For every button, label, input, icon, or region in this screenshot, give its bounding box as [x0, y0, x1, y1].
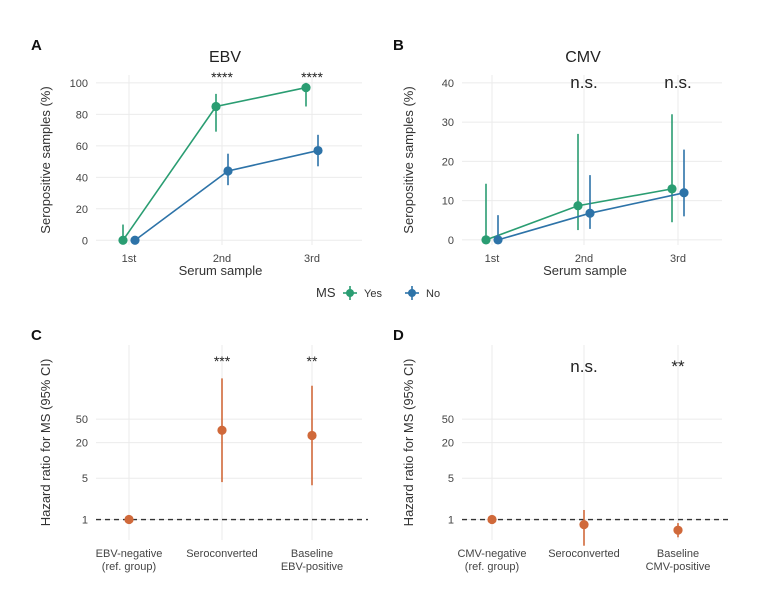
x-tick-label-c-0-line0: EBV-negative	[96, 548, 163, 560]
data-point-c-1	[217, 425, 227, 435]
panel-title-b: CMV	[565, 49, 601, 66]
significance-label-a-2: ****	[301, 69, 323, 85]
y-tick-label-c-2: 20	[76, 438, 88, 450]
x-axis-label-a: Serum sample	[179, 263, 263, 278]
significance-label-a-1: ****	[211, 69, 233, 85]
y-tick-label-c-3: 50	[76, 414, 88, 426]
data-point-a-no-2	[313, 145, 323, 156]
y-tick-label-a-4: 80	[76, 109, 88, 121]
y-axis-label-a: Seropositive samples (%)	[38, 86, 53, 233]
legend-marker-no	[408, 289, 416, 297]
y-tick-label-a-3: 60	[76, 141, 88, 153]
legend-title: MS	[316, 285, 336, 300]
x-tick-label-a-2: 3rd	[304, 253, 320, 265]
x-tick-label-a-0: 1st	[122, 253, 137, 265]
y-tick-label-b-1: 10	[442, 196, 454, 208]
data-point-a-yes-0	[118, 235, 128, 245]
legend-label-no: No	[426, 288, 440, 300]
series-line-b-yes	[485, 188, 673, 241]
panel-letter-a: A	[31, 37, 42, 54]
y-tick-label-b-2: 20	[442, 156, 454, 168]
data-point-a-no-0	[130, 235, 140, 245]
data-point-c-0	[124, 514, 134, 525]
x-tick-label-c-2-line0: Baseline	[291, 548, 333, 560]
data-point-b-yes-2	[667, 184, 677, 194]
legend-label-yes: Yes	[364, 288, 382, 300]
x-tick-label-d-2-line0: Baseline	[657, 548, 699, 560]
data-point-c-2	[307, 430, 317, 441]
y-tick-label-a-0: 0	[82, 235, 88, 247]
data-point-d-2	[673, 525, 683, 535]
x-tick-label-a-1: 2nd	[213, 253, 231, 265]
significance-label-c-1: ***	[214, 353, 231, 369]
x-tick-label-d-0-line0: CMV-negative	[457, 548, 526, 560]
x-tick-label-d-2-line1: CMV-positive	[646, 561, 711, 573]
y-tick-label-a-1: 20	[76, 204, 88, 216]
significance-label-d-1: n.s.	[570, 357, 597, 376]
panel-letter-c: C	[31, 327, 42, 344]
y-tick-label-c-1: 5	[82, 473, 88, 485]
y-axis-label-c: Hazard ratio for MS (95% CI)	[38, 359, 53, 527]
x-tick-label-c-2-line1: EBV-positive	[281, 561, 343, 573]
data-point-b-yes-1	[573, 201, 583, 211]
data-point-a-yes-1	[211, 101, 221, 112]
y-tick-label-a-5: 100	[70, 78, 88, 90]
y-tick-label-d-3: 50	[442, 414, 454, 426]
data-point-a-yes-2	[301, 82, 311, 93]
x-tick-label-c-1: Seroconverted	[186, 548, 258, 560]
y-tick-label-c-0: 1	[82, 515, 88, 527]
x-tick-label-b-2: 3rd	[670, 253, 686, 265]
data-point-d-1	[579, 520, 589, 530]
panel-title-a: EBV	[209, 49, 241, 66]
x-tick-label-d-0-line1: (ref. group)	[465, 561, 519, 573]
x-tick-label-d-1: Seroconverted	[548, 548, 620, 560]
series-line-a-no	[134, 149, 319, 241]
y-tick-label-b-0: 0	[448, 235, 454, 247]
x-tick-label-b-0: 1st	[485, 253, 500, 265]
significance-label-b-2: n.s.	[664, 73, 691, 92]
y-tick-label-a-2: 40	[76, 172, 88, 184]
y-tick-label-d-0: 1	[448, 515, 454, 527]
data-point-b-no-2	[679, 188, 689, 198]
y-axis-label-d: Hazard ratio for MS (95% CI)	[401, 359, 416, 527]
y-tick-label-b-3: 30	[442, 117, 454, 129]
significance-label-b-1: n.s.	[570, 73, 597, 92]
data-point-b-yes-0	[481, 235, 491, 245]
data-point-d-0	[487, 514, 497, 525]
x-tick-label-b-1: 2nd	[575, 253, 593, 265]
significance-label-d-2: **	[671, 357, 685, 376]
y-tick-label-d-2: 20	[442, 438, 454, 450]
y-tick-label-b-4: 40	[442, 78, 454, 90]
data-point-b-no-0	[493, 235, 503, 245]
legend-marker-yes	[346, 289, 354, 297]
data-point-a-no-1	[223, 166, 233, 176]
significance-label-c-2: **	[307, 353, 318, 369]
y-axis-label-b: Seropositive samples (%)	[401, 86, 416, 233]
panel-letter-b: B	[393, 37, 404, 54]
data-point-b-no-1	[585, 208, 595, 218]
x-tick-label-c-0-line1: (ref. group)	[102, 561, 156, 573]
x-axis-label-b: Serum sample	[543, 263, 627, 278]
y-tick-label-d-1: 5	[448, 473, 454, 485]
panel-letter-d: D	[393, 327, 404, 344]
